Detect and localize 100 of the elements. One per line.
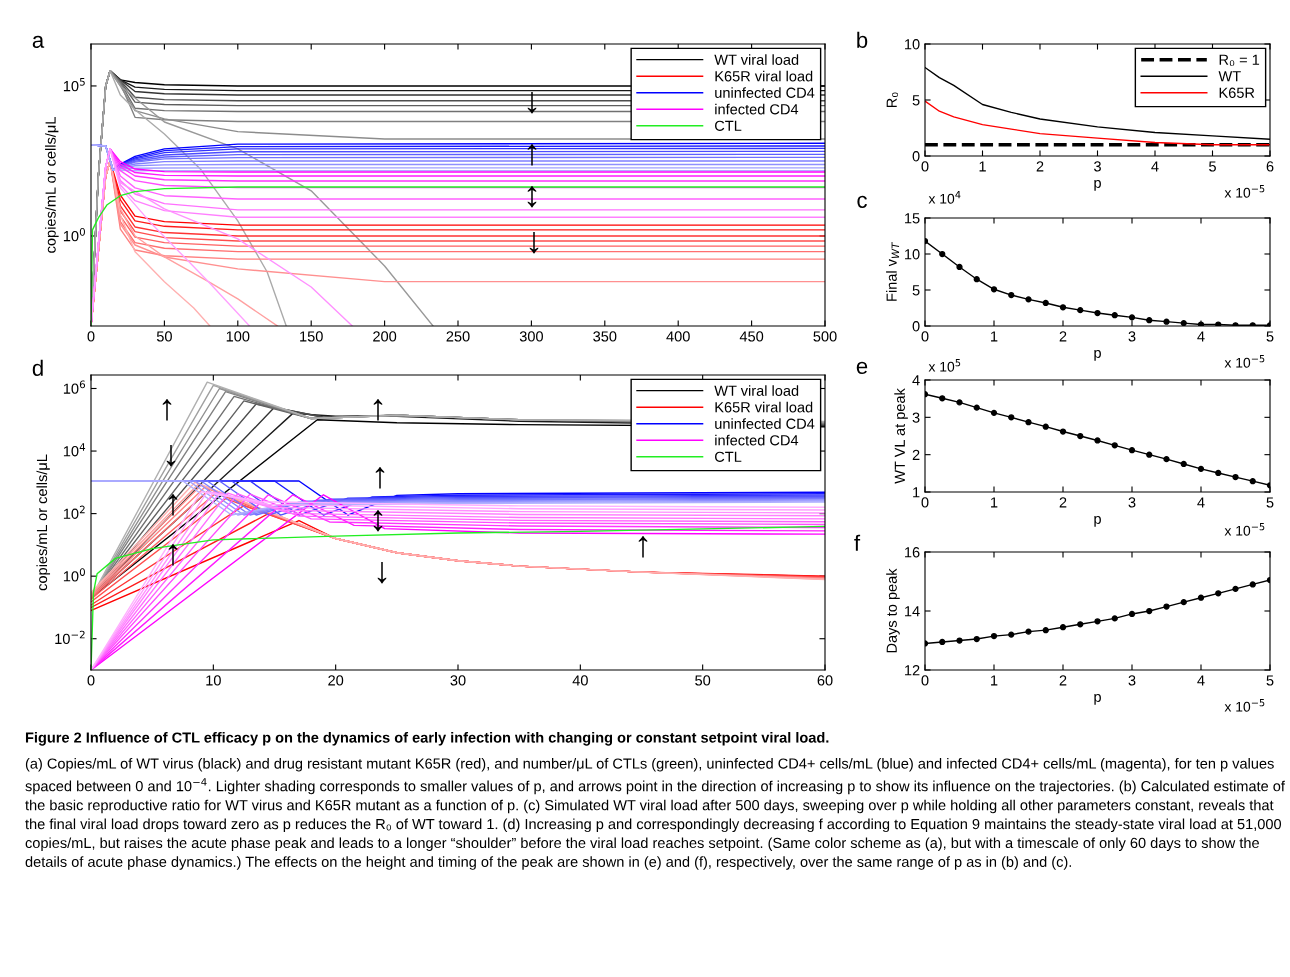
x-tick-label: 4 <box>1197 331 1205 342</box>
annotation: ↓ <box>166 445 176 467</box>
x-tick-label: 50 <box>695 675 711 686</box>
y-tick-label: 10$^{0}$ <box>63 227 85 242</box>
y-tick-label: 5 <box>912 95 920 106</box>
x-tick-label: 50 <box>156 331 172 342</box>
x-tick-label: 5 <box>1266 497 1274 508</box>
y-tick-label: 15 <box>905 213 920 224</box>
x-tick-label: 5 <box>1266 331 1274 342</box>
x-tick-label: 2 <box>1059 331 1067 342</box>
x-tick-label: 4 <box>1197 497 1205 508</box>
text: x 10$^{4}$ <box>928 191 961 204</box>
x-tick-label: 100 <box>226 331 250 342</box>
legend-label: K65R viral load <box>715 70 813 82</box>
y-tick-label: 14 <box>905 606 920 617</box>
y-axis-title: Final v$_{WT}$ <box>886 241 900 301</box>
x-tick-label: 0 <box>87 331 95 342</box>
y-tick-label: 12 <box>905 665 920 676</box>
annotation: ↑ <box>527 144 537 166</box>
y-tick-label: 4 <box>912 375 920 386</box>
y-axis-title: WT VL at peak <box>894 388 908 484</box>
y-tick-label: 10$^{6}$ <box>63 380 86 394</box>
x-axis-title: p <box>1094 515 1101 527</box>
x-tick-label: 300 <box>519 331 543 342</box>
y-tick-label: 10 <box>905 39 920 50</box>
x-tick-label: 1 <box>991 675 998 686</box>
y-tick-label: 10$^{0}$ <box>63 568 85 582</box>
x-tick-label: 10 <box>206 675 221 686</box>
x-tick-label: 4 <box>1151 161 1159 172</box>
legend-label: K65R viral load <box>715 401 813 413</box>
legend-label: WT viral load <box>714 54 799 65</box>
text: x 10$^{−5}$ <box>1224 355 1265 368</box>
x-tick-label: 0 <box>921 497 929 508</box>
text: x 10$^{−5}$ <box>1224 523 1265 536</box>
y-tick-label: 1 <box>913 487 920 498</box>
annotation: ↓ <box>377 562 387 584</box>
y-tick-label: 10$^{4}$ <box>63 443 86 457</box>
y-tick-label: 0 <box>912 321 920 332</box>
annotation: ↕ <box>373 510 383 532</box>
x-tick-label: 6 <box>1266 161 1274 172</box>
x-tick-label: 40 <box>572 675 588 686</box>
x-tick-label: 2 <box>1059 675 1067 686</box>
x-tick-label: 2 <box>1059 497 1067 508</box>
legend-label: uninfected CD4 <box>715 87 815 98</box>
x-tick-label: 5 <box>1266 675 1274 686</box>
y-tick-label: 10$^{5}$ <box>63 78 85 92</box>
text: b <box>857 31 868 48</box>
x-tick-label: 500 <box>813 331 837 342</box>
x-tick-label: 0 <box>921 331 929 342</box>
text: f <box>854 534 861 551</box>
text: a <box>32 35 45 48</box>
x-tick-label: 3 <box>1128 675 1136 686</box>
x-tick-label: 250 <box>446 331 470 342</box>
y-tick-label: 5 <box>912 285 920 296</box>
text: c <box>857 195 867 208</box>
x-tick-label: 350 <box>593 331 617 342</box>
x-tick-label: 3 <box>1128 331 1136 342</box>
annotation: ↓ <box>529 232 539 254</box>
legend-label: R₀ = 1 <box>1219 54 1260 67</box>
legend-label: WT viral load <box>714 385 799 396</box>
text: Figure 2 Influence of CTL efficacy p on the dynamics of early infection with changing or constant setpoint viral load. <box>25 732 829 746</box>
y-axis-title: copies/mL or cells/μL <box>45 117 59 253</box>
x-tick-label: 20 <box>328 675 344 686</box>
text: x 10$^{−5}$ <box>1224 185 1265 198</box>
y-tick-label: 3 <box>912 412 920 423</box>
y-tick-label: 0 <box>912 151 920 162</box>
legend-label: infected CD4 <box>715 103 799 115</box>
x-tick-label: 3 <box>1128 497 1136 508</box>
x-tick-label: 0 <box>87 675 95 686</box>
x-tick-label: 150 <box>300 331 323 342</box>
text: d <box>32 359 43 376</box>
y-tick-label: 16 <box>905 547 920 558</box>
legend-label: CTL <box>715 120 742 131</box>
x-tick-label: 0 <box>921 675 929 686</box>
text: e <box>856 361 868 374</box>
text: x 10$^{−5}$ <box>1224 699 1265 712</box>
annotation: ↑ <box>373 399 383 421</box>
text: x 10$^{5}$ <box>928 359 961 372</box>
x-tick-label: 1 <box>979 161 986 172</box>
x-tick-label: 5 <box>1209 161 1216 172</box>
legend-label: CTL <box>715 451 742 462</box>
annotation: ↑ <box>168 544 178 566</box>
annotation: ↑ <box>638 536 648 558</box>
y-tick-label: 2 <box>912 449 920 460</box>
x-tick-label: 2 <box>1036 161 1044 172</box>
legend-label: uninfected CD4 <box>715 418 815 429</box>
annotation: ↑ <box>162 399 172 421</box>
y-tick-label: 10 <box>905 249 920 260</box>
text: (a) Copies/mL of WT virus (black) and drug resistant mutant K65R (red), and number/μL of CTLs (green), uninfected CD4+ cells/mL (blue) and infected CD4+ cells/mL (magenta), for ten p values spaced between 0 and 10$^{−4}$. Lighter shading corresponds to smaller values of p, and arrows point in the direction of increasing p to show its influence on the trajectories. (b) Calculated estimate of the basic reproductive ratio for WT virus and K65R mutant as a function of p. (c) Simulated WT viral load after 500 days, sweeping over p while holding all other parameters constant, reveals that the final viral load drops toward zero as p reduces the R₀ of WT toward 1. (d) Increasing p and correspondingly decreasing f according to Equation 9 maintains the steady-state viral load at 51,000 copies/mL, but raises the acute phase peak and leads to a longer “shoulder” before the viral load reaches setpoint. (Same color scheme as (a), but with a timescale of only 60 days to show the details of acute phase dynamics.) The effects on the height and timing of the peak are shown in (e) and (f), respectively, over the same range of p as in (b) and (c). <box>25 758 1285 870</box>
x-tick-label: 200 <box>373 331 397 342</box>
annotation: ↕ <box>527 186 537 208</box>
x-tick-label: 4 <box>1197 675 1205 686</box>
x-tick-label: 450 <box>739 331 764 342</box>
x-tick-label: 30 <box>450 675 466 686</box>
x-tick-label: 1 <box>991 497 998 508</box>
y-axis-title: R₀ <box>886 92 899 108</box>
x-axis-title: p <box>1094 693 1101 705</box>
legend-label: infected CD4 <box>715 434 799 446</box>
y-axis-title: Days to peak <box>886 568 900 653</box>
x-tick-label: 0 <box>921 161 929 172</box>
